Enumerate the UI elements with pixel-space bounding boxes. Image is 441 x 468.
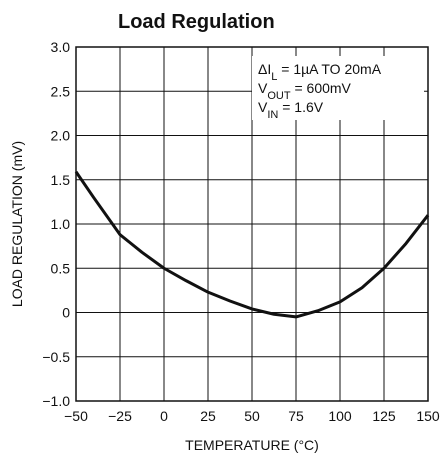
x-tick-label: 150 <box>416 408 440 424</box>
y-tick-label: 0 <box>62 305 70 321</box>
y-tick-label: −1.0 <box>42 393 70 409</box>
x-tick-label: −25 <box>108 408 132 424</box>
y-tick-label: 1.5 <box>51 172 71 188</box>
x-tick-label: 25 <box>200 408 216 424</box>
plot-frame <box>75 46 429 402</box>
y-tick-label: 1.0 <box>51 216 71 232</box>
annotation-part: = 600mV <box>291 80 352 96</box>
annotation-part: V <box>258 80 268 96</box>
y-tick-label: 2.5 <box>51 83 71 99</box>
x-tick-label: 50 <box>244 408 260 424</box>
y-axis-label: LOAD REGULATION (mV) <box>9 141 25 307</box>
annotation-part: IN <box>267 109 278 121</box>
x-tick-label: 100 <box>328 408 352 424</box>
annotation-part: L <box>271 71 277 83</box>
annotation: ΔIL = 1µA TO 20mA <box>258 61 382 83</box>
y-tick-label: 3.0 <box>51 39 71 55</box>
annotation-part: = 1.6V <box>278 99 323 115</box>
y-tick-label: 2.0 <box>51 128 71 144</box>
y-tick-label: −0.5 <box>42 349 70 365</box>
x-tick-label: −50 <box>64 408 88 424</box>
x-tick-label: 0 <box>160 408 168 424</box>
y-tick-label: 0.5 <box>51 260 71 276</box>
annotation-part: OUT <box>267 90 291 102</box>
line-series <box>74 170 430 319</box>
annotation-part: ΔI <box>258 61 271 77</box>
annotation-part: V <box>258 99 268 115</box>
chart-title: Load Regulation <box>118 11 275 33</box>
annotation-part: = 1µA TO 20mA <box>277 61 381 77</box>
x-tick-label: 125 <box>372 408 396 424</box>
x-tick-label: 75 <box>288 408 304 424</box>
annotation-box <box>252 56 424 120</box>
x-axis-label: TEMPERATURE (°C) <box>185 437 319 453</box>
annotation: VOUT = 600mV <box>258 80 352 102</box>
annotation: VIN = 1.6V <box>258 99 324 121</box>
